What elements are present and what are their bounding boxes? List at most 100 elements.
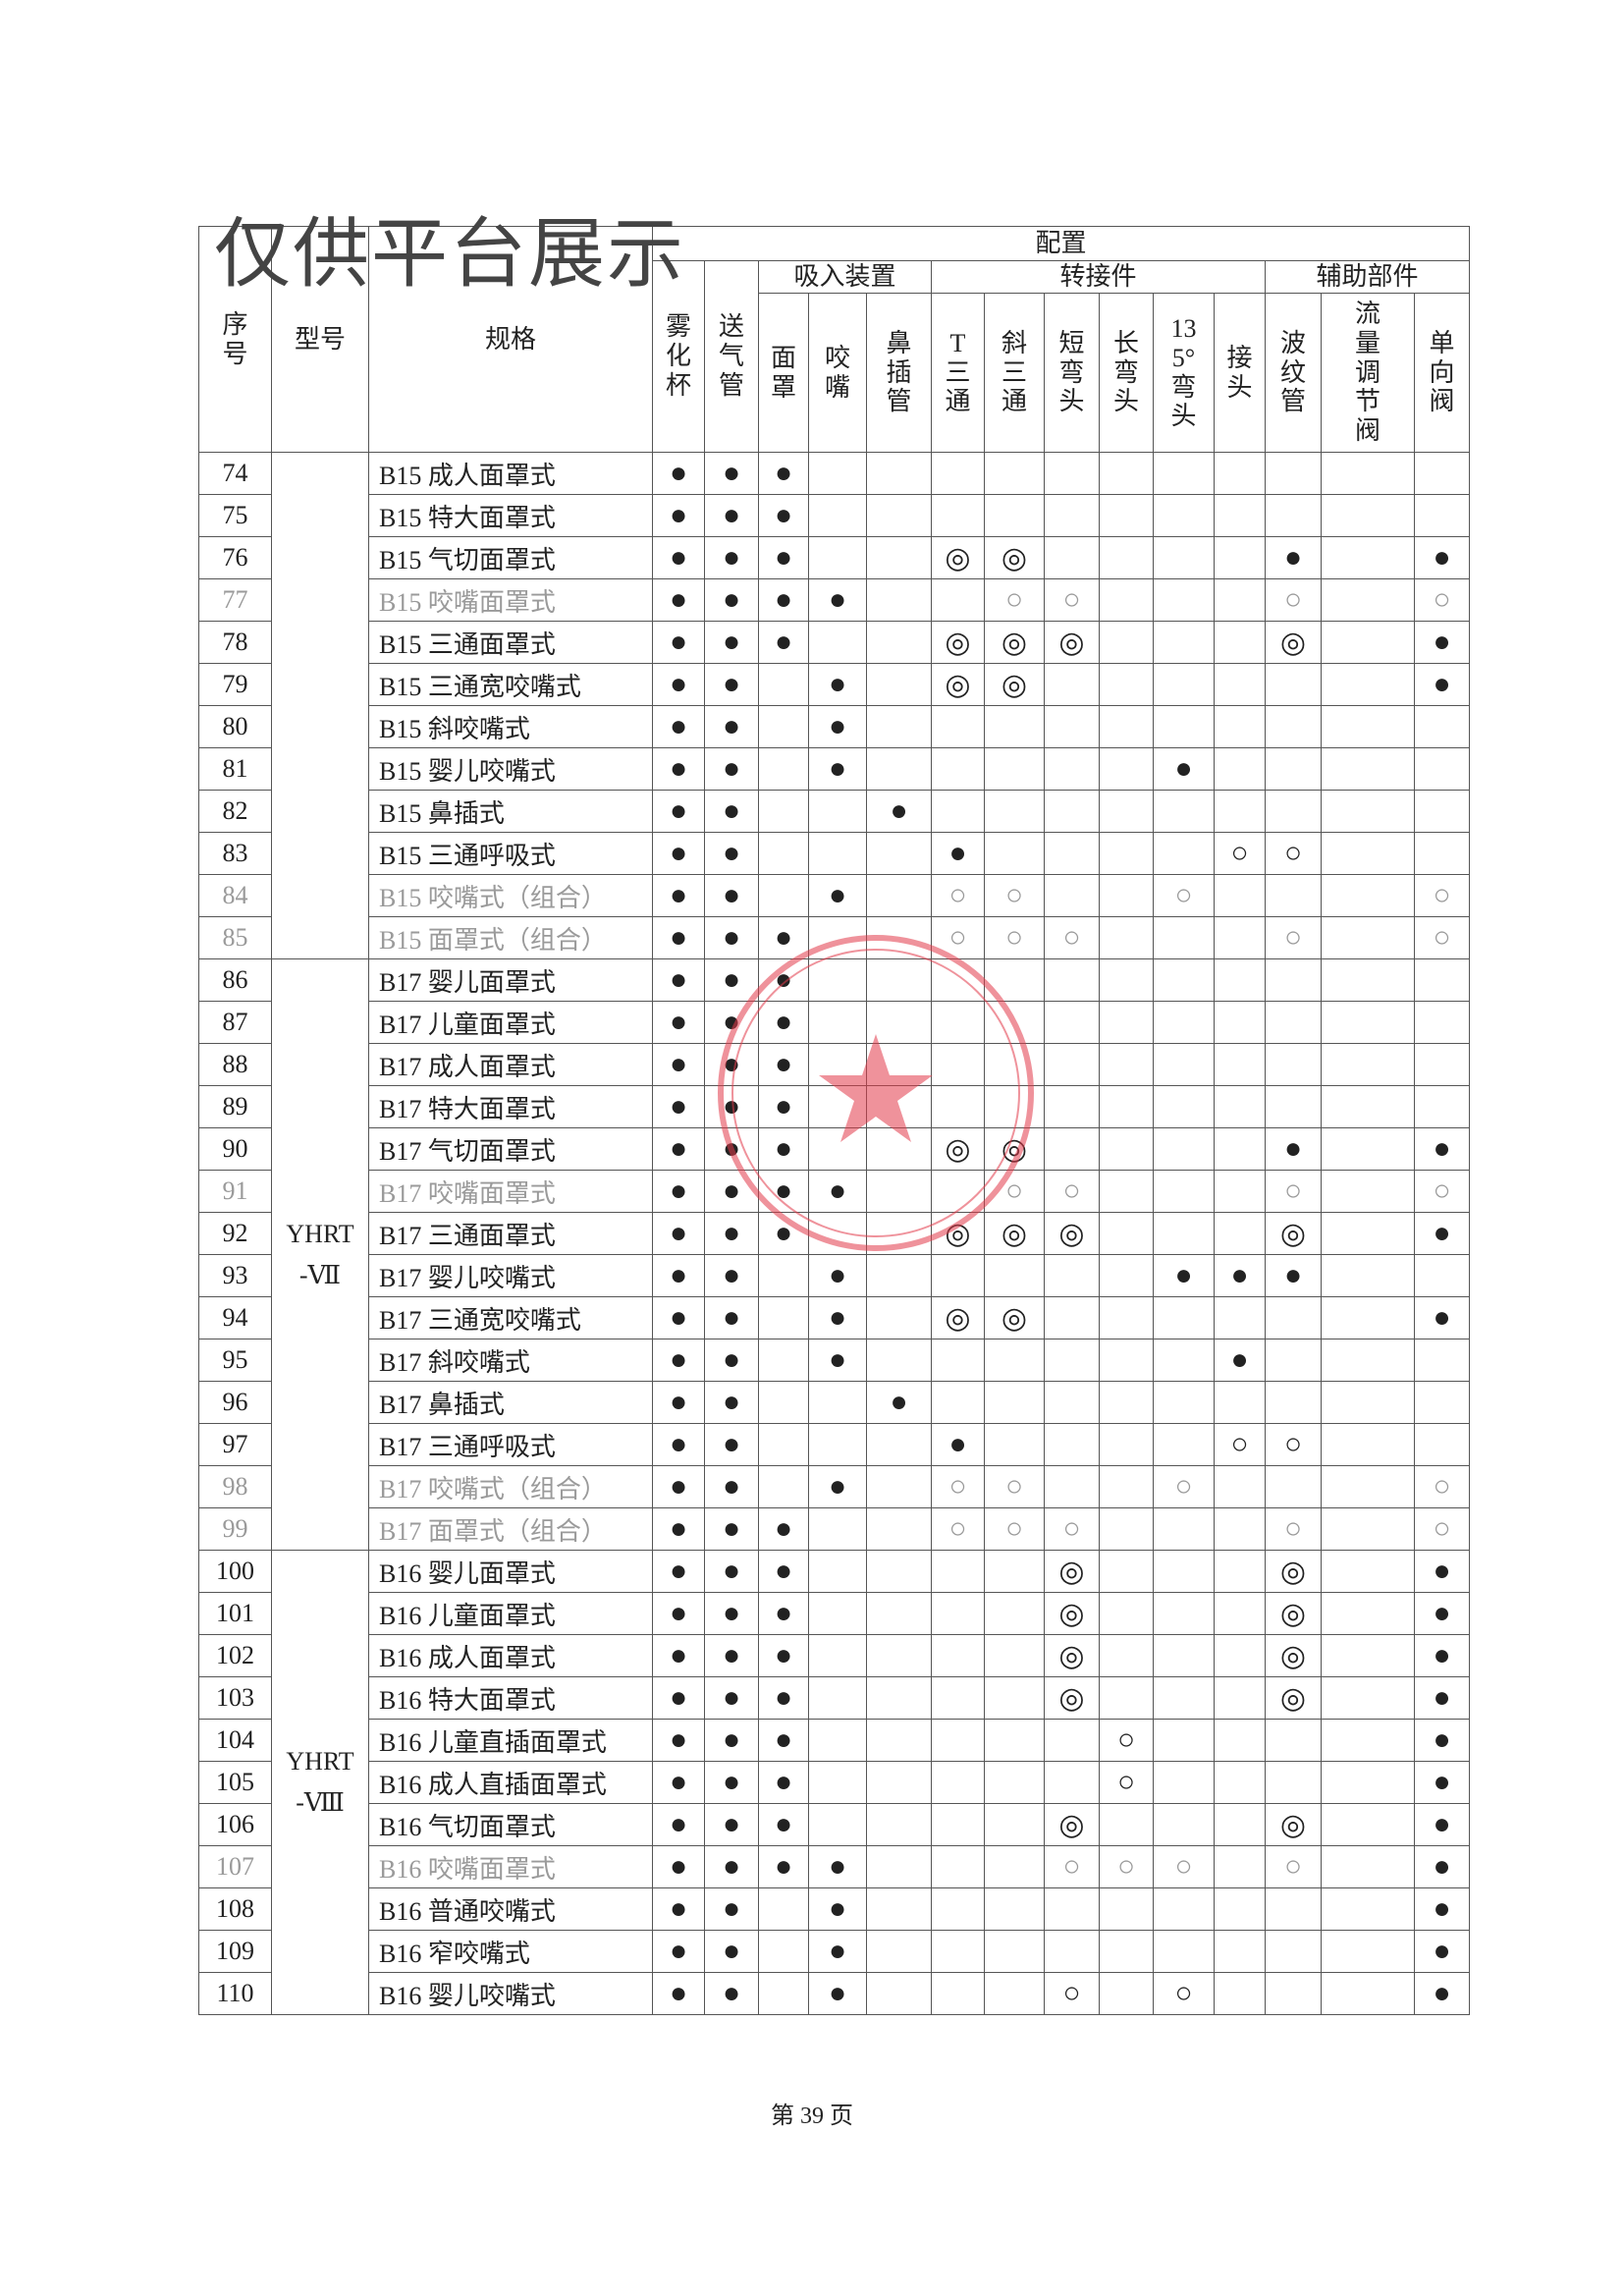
row-number: 106 <box>198 1803 272 1846</box>
mark-cell <box>1321 578 1415 622</box>
mark-cell <box>866 1465 932 1508</box>
mark-cell: ● <box>1265 536 1322 579</box>
table-row: 96 B17 鼻插式 ● ● ● <box>198 1381 1471 1424</box>
table-row: 79 B15 三通宽咬嘴式 ● ● ● ◎ ◎ ● <box>198 663 1471 706</box>
mark-cell <box>1321 1465 1415 1508</box>
mark-cell <box>866 958 932 1002</box>
mark-cell <box>1265 1001 1322 1044</box>
table-row: 88 B17 成人面罩式 ● ● ● <box>198 1043 1471 1086</box>
mark-cell: ● <box>704 1592 759 1635</box>
mark-cell <box>931 790 985 833</box>
mark-cell: ● <box>1413 1887 1471 1931</box>
mark-cell <box>1321 452 1415 495</box>
table-row: 104 B16 儿童直插面罩式 ● ● ● ○ ● <box>198 1719 1471 1762</box>
mark-cell <box>866 1001 932 1044</box>
mark-cell <box>1153 1550 1215 1593</box>
mark-cell <box>1214 1550 1266 1593</box>
mark-cell <box>808 1634 867 1677</box>
mark-cell: ○ <box>1214 832 1266 875</box>
mark-cell <box>1265 1381 1322 1424</box>
mark-cell: ● <box>652 621 705 664</box>
mark-cell <box>1413 1001 1471 1044</box>
row-number: 89 <box>198 1085 272 1128</box>
mark-cell: ○ <box>931 874 985 917</box>
mark-cell <box>1413 705 1471 748</box>
mark-cell: ● <box>1153 747 1215 791</box>
mark-cell <box>1321 916 1415 959</box>
spec-cell: B17 婴儿面罩式 <box>368 958 653 1002</box>
mark-cell: ● <box>704 578 759 622</box>
mark-cell <box>758 874 809 917</box>
mark-cell <box>1153 1592 1215 1635</box>
mark-cell: ○ <box>984 1170 1045 1213</box>
mark-cell: ● <box>1265 1254 1322 1297</box>
mark-cell: ○ <box>984 578 1045 622</box>
mark-cell <box>1214 1803 1266 1846</box>
mark-cell <box>1265 1761 1322 1804</box>
mark-cell <box>1265 1465 1322 1508</box>
mark-cell <box>931 1550 985 1593</box>
model-line: YHRT <box>286 1747 354 1777</box>
mark-cell: ○ <box>1413 916 1471 959</box>
mark-cell <box>1265 1296 1322 1339</box>
mark-cell <box>1413 1085 1471 1128</box>
mark-cell: ● <box>652 578 705 622</box>
mark-cell <box>1153 452 1215 495</box>
row-number: 102 <box>198 1634 272 1677</box>
mark-cell <box>1099 1085 1154 1128</box>
mark-cell <box>931 1592 985 1635</box>
group-header: 辅助部件 <box>1264 260 1471 294</box>
spec-cell: B15 成人面罩式 <box>368 452 653 495</box>
spec-cell: B16 特大面罩式 <box>368 1676 653 1720</box>
mark-cell <box>866 747 932 791</box>
mark-cell <box>931 494 985 537</box>
mark-cell <box>984 494 1045 537</box>
spec-cell: B16 成人面罩式 <box>368 1634 653 1677</box>
spec-cell: B17 特大面罩式 <box>368 1085 653 1128</box>
column-header-text: 长弯头 <box>1112 328 1139 416</box>
mark-cell <box>1153 1001 1215 1044</box>
spec-cell: B17 咬嘴式（组合） <box>368 1465 653 1508</box>
model-cell: YHRT -Ⅶ <box>271 958 369 1551</box>
mark-cell <box>1044 1127 1100 1171</box>
mark-cell <box>1099 1254 1154 1297</box>
mark-cell: ● <box>1413 1972 1471 2015</box>
mark-cell <box>1214 1930 1266 1973</box>
table-row: 97 B17 三通呼吸式 ● ● ● ○ ○ <box>198 1423 1471 1466</box>
mark-cell: ● <box>758 1212 809 1255</box>
mark-cell: ● <box>1413 1719 1471 1762</box>
mark-cell <box>758 1254 809 1297</box>
mark-cell: ● <box>1413 536 1471 579</box>
mark-cell <box>1099 1592 1154 1635</box>
table-row: 78 B15 三通面罩式 ● ● ● ◎ ◎ ◎ ◎ ● <box>198 621 1471 664</box>
row-number: 92 <box>198 1212 272 1255</box>
mark-cell: ● <box>704 1507 759 1551</box>
mark-cell: ● <box>652 1296 705 1339</box>
column-header: T三通 <box>931 293 985 453</box>
mark-cell: ● <box>652 1085 705 1128</box>
mark-cell <box>758 832 809 875</box>
mark-cell <box>1099 621 1154 664</box>
mark-cell <box>931 1043 985 1086</box>
mark-cell <box>1044 1887 1100 1931</box>
mark-cell: ● <box>652 1423 705 1466</box>
mark-cell <box>866 452 932 495</box>
mark-cell <box>1321 663 1415 706</box>
table-row: 102 B16 成人面罩式 ● ● ● ◎ ◎ ● <box>198 1634 1471 1677</box>
table-row: 99 B17 面罩式（组合） ● ● ● ○ ○ ○ ○ ○ <box>198 1507 1471 1551</box>
mark-cell: ● <box>1214 1339 1266 1382</box>
mark-cell <box>1214 1507 1266 1551</box>
spec-cell: B15 咬嘴面罩式 <box>368 578 653 622</box>
mark-cell <box>1044 1296 1100 1339</box>
spec-cell: B15 气切面罩式 <box>368 536 653 579</box>
mark-cell: ● <box>704 1465 759 1508</box>
mark-cell: ○ <box>1413 1170 1471 1213</box>
mark-cell <box>1044 452 1100 495</box>
mark-cell <box>866 874 932 917</box>
mark-cell: ● <box>652 958 705 1002</box>
mark-cell: ● <box>1214 1254 1266 1297</box>
mark-cell <box>984 705 1045 748</box>
mark-cell <box>1321 1127 1415 1171</box>
mark-cell <box>1099 1550 1154 1593</box>
